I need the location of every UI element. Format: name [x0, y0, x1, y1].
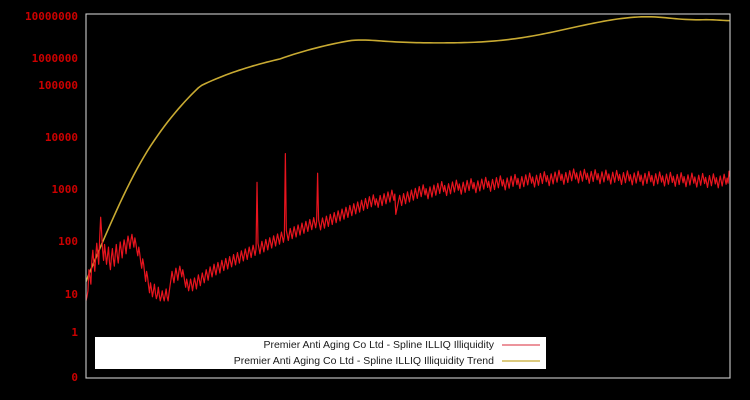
legend-entry-label: Premier Anti Aging Co Ltd - Spline ILLIQ…	[263, 339, 494, 351]
series-line	[86, 15, 730, 283]
y-tick-label: 10	[65, 288, 78, 301]
plot-area-frame	[85, 13, 731, 379]
legend-entry-label: Premier Anti Aging Co Ltd - Spline ILLIQ…	[234, 355, 494, 367]
y-tick-label: 1	[71, 326, 78, 339]
legend-background	[95, 337, 546, 369]
y-tick-label: 10000000	[25, 10, 78, 23]
series-line	[86, 153, 730, 302]
data-series-group	[86, 15, 730, 302]
y-tick-label: 10000	[45, 131, 78, 144]
y-tick-label: 1000000	[32, 52, 78, 65]
y-tick-label: 1000	[52, 183, 79, 196]
chart-legend: Premier Anti Aging Co Ltd - Spline ILLIQ…	[95, 337, 546, 369]
y-tick-label: 100000	[38, 79, 78, 92]
y-tick-label: 100	[58, 235, 78, 248]
y-axis-tick-labels: 0 1 10 100 1000 10000 100000 1000000 10000000	[25, 10, 78, 384]
y-tick-label: 0	[71, 371, 78, 384]
